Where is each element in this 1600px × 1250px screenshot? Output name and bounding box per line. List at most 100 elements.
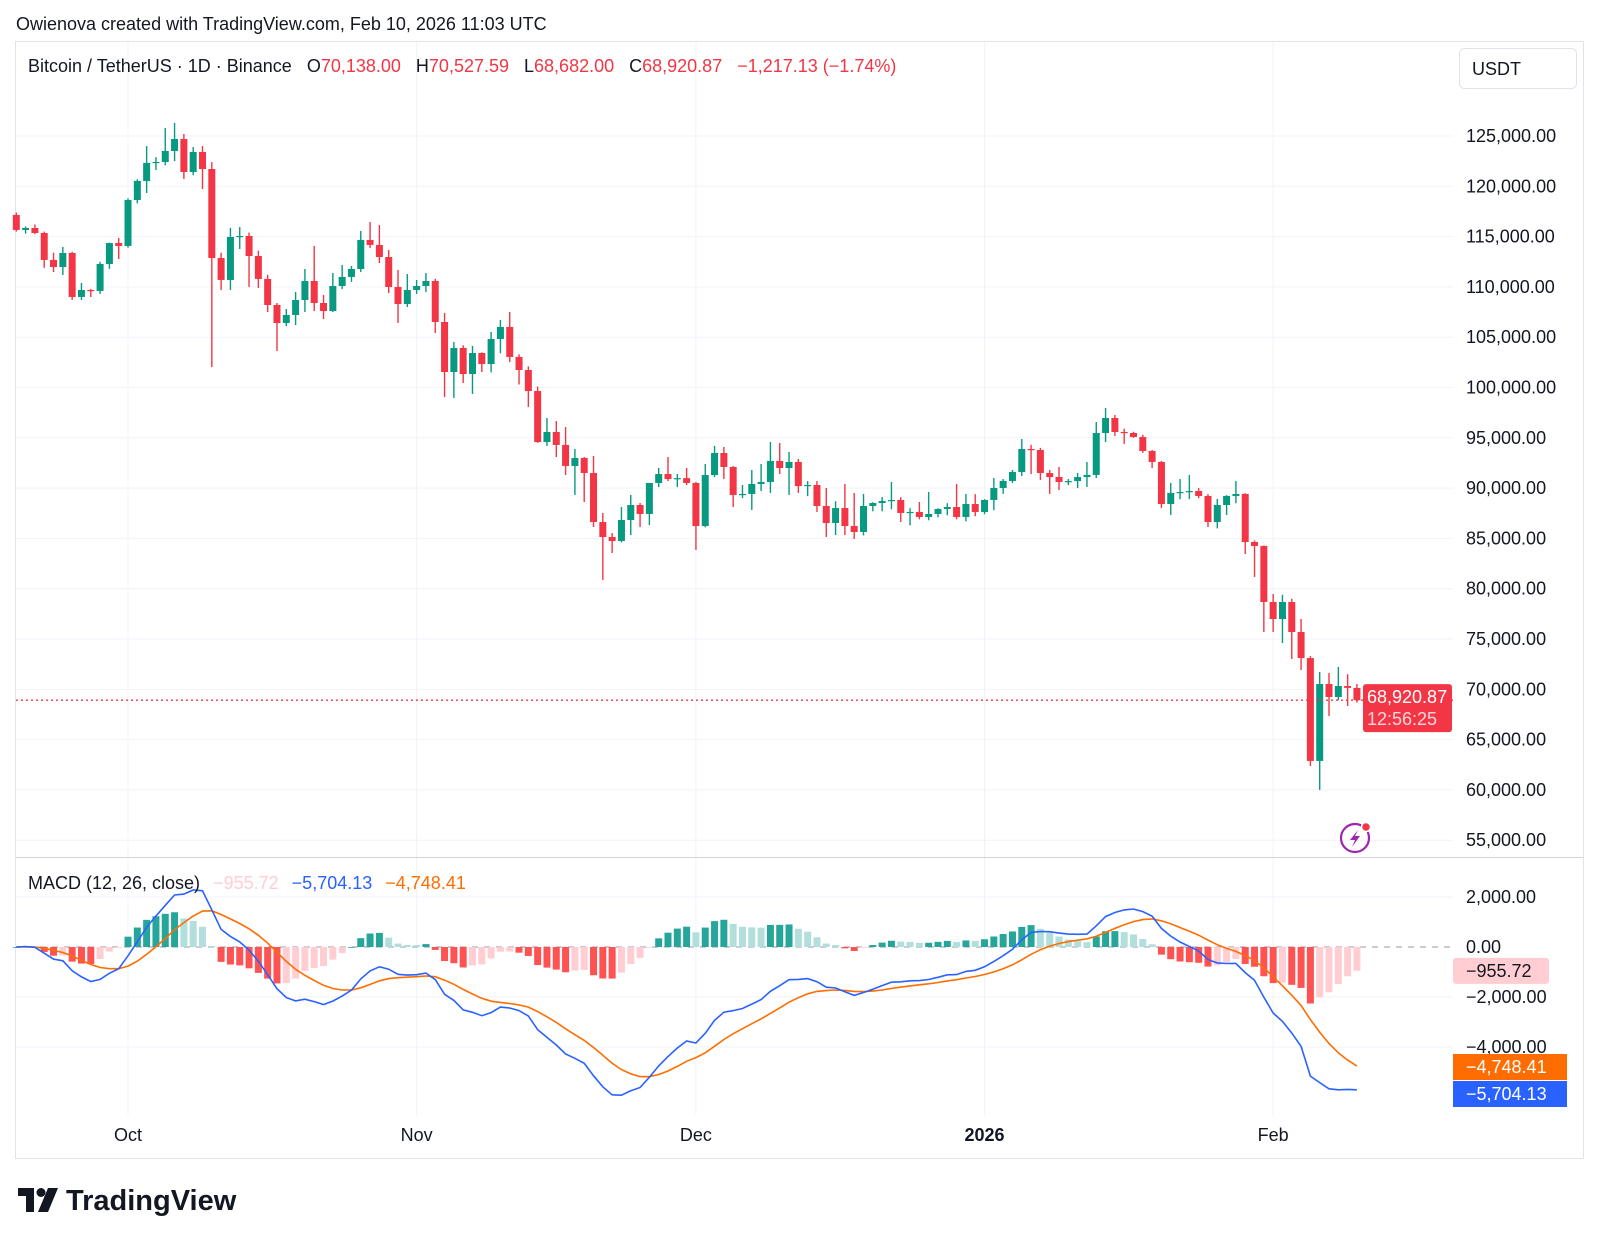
macd-histogram-bar <box>431 947 439 950</box>
symbol-title[interactable]: Bitcoin / TetherUS · 1D · Binance <box>28 56 292 76</box>
lightning-icon[interactable] <box>1339 821 1372 854</box>
macd-title[interactable]: MACD (12, 26, close) <box>28 873 200 893</box>
close-label: C <box>629 56 642 76</box>
candle <box>1306 656 1314 766</box>
candle <box>487 331 495 373</box>
candle-body <box>1185 491 1193 493</box>
candle <box>515 354 523 385</box>
candle-body <box>273 305 281 324</box>
candle-body <box>860 506 868 532</box>
candle <box>1213 498 1221 529</box>
candle-body <box>869 503 877 507</box>
candle-body <box>180 139 188 173</box>
candle-body <box>1344 686 1352 688</box>
macd-histogram-bar <box>841 947 849 949</box>
macd-histogram-bar <box>943 940 951 947</box>
candle-body <box>143 162 151 181</box>
macd-histogram-bar <box>1334 947 1342 985</box>
candle-body <box>766 460 774 482</box>
candle-body <box>133 180 141 200</box>
candle-body <box>543 431 551 443</box>
candle-body <box>1036 449 1044 474</box>
candle-body <box>720 453 728 467</box>
candle <box>1195 488 1203 499</box>
macd-histogram-bar <box>850 947 858 951</box>
candle <box>1241 493 1249 555</box>
candle <box>115 238 123 260</box>
candle <box>645 482 653 526</box>
macd-histogram-bar <box>515 947 523 953</box>
candle-body <box>115 243 123 246</box>
macd-histogram-bar <box>347 946 355 948</box>
candle-body <box>236 236 244 238</box>
macd-histogram-bar <box>1195 947 1203 963</box>
macd-histogram-bar <box>636 947 644 958</box>
candle-body <box>1018 448 1026 473</box>
candle <box>608 532 616 554</box>
macd-tick-label: 2,000.00 <box>1466 887 1536 907</box>
candle-body <box>804 484 812 487</box>
time-tick-label: Nov <box>401 1125 433 1145</box>
candle <box>822 488 830 538</box>
macd-histogram-bar <box>1064 939 1072 947</box>
time-axis[interactable]: Oct Nov Dec 2026 Feb <box>114 1125 1289 1145</box>
macd-histogram-bar <box>869 945 877 947</box>
candle <box>1232 480 1240 504</box>
candle <box>552 421 560 458</box>
candle-body <box>68 253 76 297</box>
candle <box>897 497 905 523</box>
candle-body <box>1130 432 1137 438</box>
candle <box>217 252 225 291</box>
price-axis[interactable]: 125,000.00 120,000.00 115,000.00 110,000.00… <box>1466 126 1556 850</box>
macd-histogram-bar <box>552 947 560 970</box>
countdown-timer: 12:56:25 <box>1367 709 1437 729</box>
candle <box>208 162 216 367</box>
macd-pane <box>12 889 1361 1097</box>
macd-histogram-bar <box>1055 936 1063 947</box>
candle <box>1130 431 1137 438</box>
currency-button[interactable]: USDT <box>1459 48 1577 89</box>
macd-histogram-bar <box>832 944 840 947</box>
candle-body <box>897 499 905 513</box>
candle-body <box>450 347 458 373</box>
macd-histogram-bar <box>664 932 672 947</box>
candle-body <box>971 504 979 512</box>
macd-histogram-bar <box>711 921 719 947</box>
price-tick-label: 70,000.00 <box>1466 679 1546 699</box>
macd-histogram-bar <box>962 940 970 947</box>
candle-body <box>617 520 625 542</box>
candle-body <box>1297 631 1305 659</box>
macd-histogram-bar <box>1130 934 1137 947</box>
macd-histogram-bar <box>692 932 700 947</box>
candle-body <box>850 526 858 532</box>
macd-histogram-bar <box>1120 932 1128 947</box>
candle-body <box>692 482 700 527</box>
macd-axis[interactable]: 2,000.00 0.00 −2,000.00 −4,000.00 <box>1466 887 1547 1057</box>
candle <box>1167 482 1175 515</box>
macd-histogram-bar <box>468 947 476 966</box>
candle-body <box>1306 658 1314 761</box>
macd-line-axis-label: −5,704.13 <box>1453 1081 1567 1107</box>
candle-body <box>87 290 95 292</box>
macd-histogram-bar <box>1074 941 1082 947</box>
macd-histogram-bar <box>496 947 504 952</box>
price-tick-label: 75,000.00 <box>1466 629 1546 649</box>
candle <box>1111 414 1119 436</box>
candle-body <box>1195 491 1203 496</box>
tradingview-logo[interactable]: TradingView <box>18 1185 237 1217</box>
candle-body <box>627 505 635 521</box>
candle <box>59 246 67 276</box>
candle-body <box>171 139 179 151</box>
candle-body <box>655 474 663 483</box>
macd-histogram-bar <box>1260 947 1268 977</box>
macd-histogram-bar <box>813 937 821 947</box>
candle <box>133 179 141 204</box>
candle <box>543 417 551 446</box>
candle <box>450 342 458 398</box>
macd-histogram-bar <box>59 947 67 956</box>
macd-histogram-bar <box>627 947 635 964</box>
candle <box>636 503 644 528</box>
macd-histogram-bar <box>403 944 411 947</box>
candle-body <box>105 243 113 264</box>
